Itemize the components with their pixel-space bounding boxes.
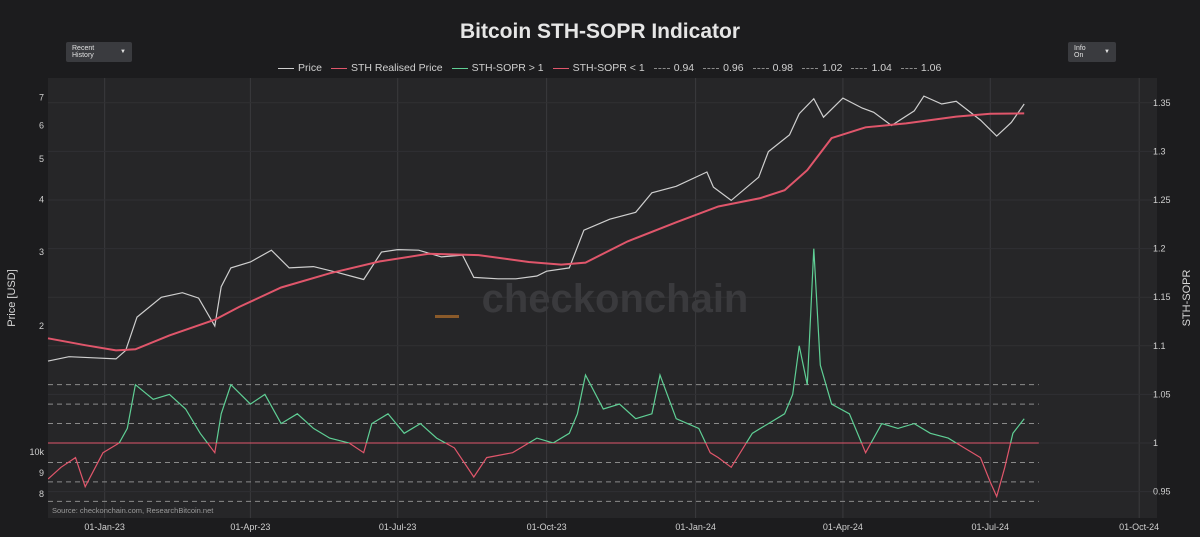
y-right-tick-label: 1.35 [1153,98,1171,108]
y-left-tick-label: 5 [39,154,44,164]
legend-label: STH Realised Price [350,62,443,74]
legend-label: STH-SOPR < 1 [572,62,645,74]
legend-item[interactable]: 0.94 [653,62,695,74]
x-tick-label: 01-Oct-24 [1119,522,1159,532]
price-line [47,95,1025,362]
y-right-axis-title: STH-SOPR [1181,270,1193,327]
legend-label: 1.04 [871,62,892,74]
chart-legend: Price STH Realised Price STH-SOPR > 1 STH-S… [278,61,950,75]
legend-item[interactable]: 1.02 [802,62,842,74]
y-right-tick-label: 1.1 [1153,341,1166,351]
legend-item[interactable]: 0.96 [703,62,744,74]
y-left-axis-title: Price [USD] [6,269,18,326]
legend-label: Price [298,62,322,74]
legend-swatch [802,67,818,69]
y-left-tick-label: 6 [39,120,44,130]
x-tick-label: 01-Jul-24 [971,522,1009,532]
y-right-tick-label: 0.95 [1153,487,1171,497]
y-left-tick-label: 9 [39,468,44,478]
y-left-tick-label: 10k [29,447,44,457]
watermark-mark [435,315,459,318]
range-dropdown-label: Recent History [72,45,95,59]
x-tick-label: 01-Jan-24 [675,522,716,532]
watermark: checkonchain [482,277,749,321]
legend-swatch [552,67,569,69]
legend-label: 0.96 [723,62,744,74]
source-credit: Source: checkonchain.com, ResearchBitcoi… [52,506,214,515]
info-dropdown-label: Info On [1074,45,1086,59]
legend-label: 1.02 [822,62,843,74]
range-dropdown[interactable]: Recent History ▼ [66,42,132,62]
legend-item[interactable]: STH-SOPR < 1 [552,62,645,74]
legend-item[interactable]: 0.98 [752,62,793,74]
x-tick-label: 01-Oct-23 [527,522,567,532]
legend-label: 0.94 [673,62,695,74]
y-right-tick-label: 1.05 [1153,389,1171,399]
legend-swatch [752,67,769,69]
sth-realised-price-line [47,112,1025,352]
x-tick-label: 01-Apr-24 [823,522,863,532]
legend-swatch [900,67,917,69]
legend-label: 0.98 [772,62,793,74]
chevron-down-icon: ▼ [120,49,126,55]
chart-title: Bitcoin STH-SOPR Indicator [459,20,740,43]
y-left-tick-label: 3 [39,247,44,257]
y-right-tick-label: 1 [1153,438,1158,448]
y-left-tick-label: 4 [39,194,44,204]
x-tick-label: 01-Apr-23 [230,522,270,532]
info-dropdown[interactable]: Info On ▼ [1068,42,1116,62]
legend-label: 1.06 [920,62,942,74]
legend-item[interactable]: STH Realised Price [330,62,443,74]
legend-item[interactable]: Price [278,62,322,74]
legend-label: STH-SOPR > 1 [471,62,544,74]
legend-swatch [851,67,868,69]
sopr-above-line [118,248,1025,443]
legend-swatch [278,67,294,69]
y-left-tick-label: 7 [39,92,44,102]
legend-swatch [703,67,720,69]
x-tick-label: 01-Jul-23 [379,522,417,532]
y-right-tick-label: 1.15 [1153,292,1171,302]
legend-swatch [653,67,670,69]
y-right-tick-label: 1.2 [1153,244,1166,254]
legend-swatch [330,67,347,69]
y-right-tick-label: 1.3 [1153,146,1166,156]
x-tick-label: 01-Jan-23 [84,522,125,532]
y-right-tick-label: 1.25 [1153,195,1171,205]
y-left-tick-label: 2 [39,321,44,331]
legend-item[interactable]: 1.04 [851,62,892,74]
y-left-tick-label: 8 [39,489,44,499]
chevron-down-icon: ▼ [1104,49,1110,55]
legend-item[interactable]: 1.06 [900,62,942,74]
legend-swatch [451,67,468,69]
legend-item[interactable]: STH-SOPR > 1 [451,62,544,74]
